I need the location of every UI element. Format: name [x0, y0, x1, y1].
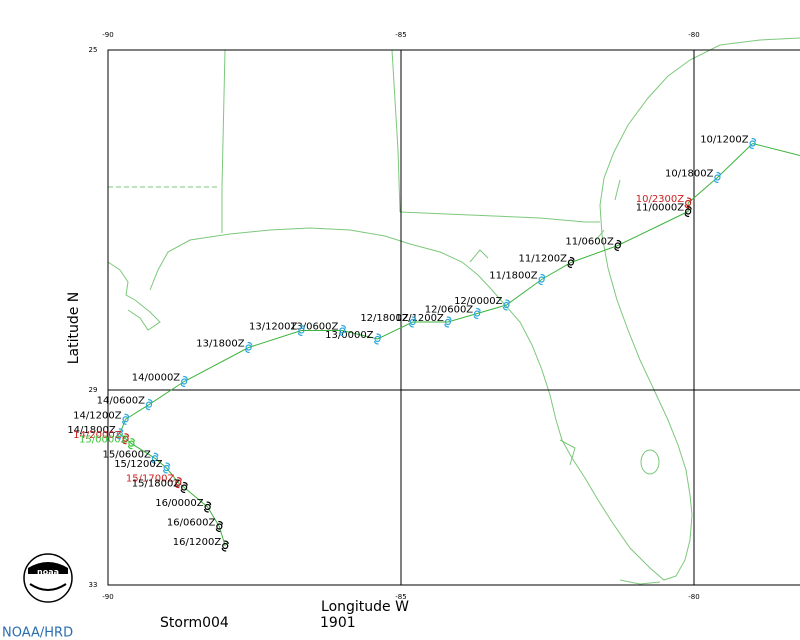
state-border-al-ga	[391, 49, 401, 213]
track-point-label: 16/1200Z	[173, 537, 222, 548]
track-extension	[752, 143, 800, 156]
noaa-logo: noaa	[23, 553, 73, 603]
track-point-label: 11/1200Z	[519, 254, 568, 265]
storm-symbol	[121, 433, 130, 445]
track-line	[119, 143, 753, 547]
track-point-label: 11/0600Z	[565, 237, 614, 248]
lon-tick-label-bottom: -85	[395, 593, 406, 601]
storm-symbol	[502, 299, 511, 311]
lat-tick-label: 25	[89, 46, 98, 54]
storm-symbol	[614, 239, 622, 252]
storm-symbol	[215, 520, 223, 533]
storm-symbol	[145, 399, 153, 411]
lat-tick-label: 33	[89, 581, 98, 589]
track-point-label: 14/0600Z	[97, 396, 146, 407]
inland-waters	[469, 179, 621, 466]
storm-symbol	[297, 324, 305, 337]
track-point-label: 11/1800Z	[489, 271, 538, 282]
storm-symbol	[221, 540, 229, 552]
storm-year: 1901	[320, 615, 356, 631]
storm-symbol	[444, 316, 452, 328]
lon-tick-label-bottom: -80	[688, 593, 699, 601]
credit: NOAA/HRD	[2, 626, 73, 640]
track-point-label: 12/0000Z	[454, 296, 503, 307]
storm-symbol	[245, 341, 253, 354]
lon-tick-label-top: -85	[395, 31, 406, 39]
storm-symbol	[684, 197, 692, 209]
lat-tick-label: 29	[89, 386, 98, 394]
storm-symbol	[567, 256, 575, 269]
track-point-label: 12/0600Z	[425, 305, 474, 316]
lon-tick-label-top: -90	[102, 31, 113, 39]
y-axis-label: Latitude N	[66, 292, 82, 365]
storm-name: Storm004	[160, 615, 229, 631]
storm-symbol	[180, 481, 188, 494]
track-point-label: 11/0000Z	[636, 203, 685, 214]
storm-symbol	[409, 316, 417, 328]
state-border-fl	[399, 211, 600, 223]
storm-symbol	[538, 273, 546, 286]
storm-symbol	[684, 205, 692, 218]
lon-tick-label-top: -80	[688, 31, 699, 39]
track-point-label: 13/0600Z	[290, 322, 339, 333]
track-point-label: 15/0000Z	[79, 435, 128, 446]
storm-symbol	[473, 307, 481, 320]
storm-symbol	[180, 375, 188, 388]
logo-bird	[28, 562, 68, 574]
track-point-label: 15/1200Z	[114, 459, 163, 470]
map-frame	[107, 49, 800, 586]
track-point-label: 13/1200Z	[249, 322, 298, 333]
track-point-label: 10/1200Z	[700, 135, 749, 146]
track-point-label: 14/1800Z	[67, 425, 116, 436]
storm-symbol	[151, 452, 159, 464]
grid: -90 -90 -85 -85 -80 -80 33 29 25	[89, 31, 800, 601]
storm-symbol	[204, 501, 212, 513]
track-point-label: 10/1800Z	[665, 169, 714, 180]
storm-symbol	[338, 324, 346, 337]
track-point-label: 15/0600Z	[102, 449, 151, 460]
track-point-label: 14/1200Z	[73, 410, 122, 421]
track-point-label: 16/0000Z	[155, 498, 204, 509]
logo-wave	[29, 583, 67, 591]
x-axis-label: Longitude W	[321, 599, 409, 615]
track-point-label: 16/0600Z	[167, 518, 216, 529]
track-point-label: 13/0000Z	[325, 330, 374, 341]
storm-symbol	[163, 462, 171, 474]
storm-symbol	[174, 477, 182, 489]
storm-symbol	[713, 171, 722, 184]
storm-symbol	[749, 137, 757, 150]
lake-okeechobee	[640, 449, 660, 475]
storm-symbol	[127, 438, 136, 450]
gulf-coast	[107, 37, 800, 581]
storm-symbol	[116, 428, 124, 440]
storm-symbol	[121, 413, 130, 425]
storm-symbol	[373, 333, 382, 345]
track-point-label: 12/1200Z	[395, 313, 444, 324]
track-point-label: 14/2000Z	[73, 430, 122, 441]
track-point-label: 13/1800Z	[196, 339, 245, 350]
florida-keys	[619, 579, 661, 585]
track-point-label: 15/1700Z	[126, 474, 175, 485]
track-point-label: 14/0000Z	[132, 373, 181, 384]
logo-text: noaa	[37, 568, 59, 577]
track-point-label: 10/2300Z	[636, 194, 685, 205]
logo-ring	[23, 553, 73, 603]
lon-tick-label-bottom: -90	[102, 593, 113, 601]
track-point-label: 12/1800Z	[360, 313, 409, 324]
track-point-label: 15/1800Z	[132, 479, 181, 490]
coastlines	[107, 37, 800, 585]
state-border-ms-al	[221, 49, 226, 233]
